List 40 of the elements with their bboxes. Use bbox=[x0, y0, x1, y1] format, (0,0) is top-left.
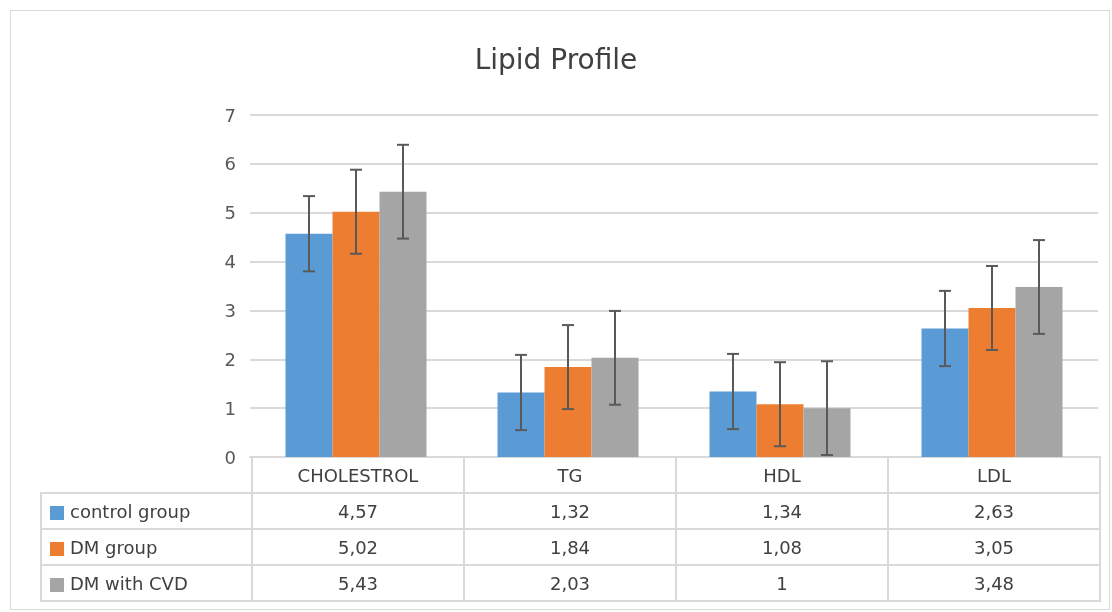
x-tick-label: CHOLESTROL bbox=[252, 457, 464, 493]
data-label: 1,84 bbox=[464, 529, 676, 565]
bar bbox=[591, 357, 639, 457]
bar bbox=[379, 191, 427, 457]
data-label: 5,43 bbox=[252, 565, 464, 601]
x-tick-label: HDL bbox=[676, 457, 888, 493]
bar bbox=[968, 307, 1016, 457]
y-tick-label: 7 bbox=[224, 104, 236, 126]
legend-label: DM with CVD bbox=[70, 572, 188, 594]
bar bbox=[803, 408, 851, 457]
data-label: 3,05 bbox=[888, 529, 1100, 565]
bar bbox=[285, 233, 333, 457]
bar bbox=[497, 392, 545, 457]
data-label: 2,03 bbox=[464, 565, 676, 601]
y-tick-label: 3 bbox=[224, 299, 236, 321]
data-label: 4,57 bbox=[252, 493, 464, 529]
bar bbox=[544, 367, 592, 457]
data-label: 1,34 bbox=[676, 493, 888, 529]
data-label: 1 bbox=[676, 565, 888, 601]
x-tick-label: LDL bbox=[888, 457, 1100, 493]
bar bbox=[756, 404, 804, 457]
data-label: 3,48 bbox=[888, 565, 1100, 601]
bar bbox=[709, 391, 757, 457]
bar bbox=[1015, 286, 1063, 457]
data-label: 1,32 bbox=[464, 493, 676, 529]
data-label: 1,08 bbox=[676, 529, 888, 565]
data-label: 2,63 bbox=[888, 493, 1100, 529]
y-tick-label: 6 bbox=[224, 153, 236, 175]
legend-label: DM group bbox=[70, 536, 158, 558]
y-tick-label: 2 bbox=[224, 348, 236, 370]
bar bbox=[332, 211, 380, 457]
data-label: 5,02 bbox=[252, 529, 464, 565]
y-tick-label: 0 bbox=[224, 446, 236, 468]
y-tick-label: 1 bbox=[224, 397, 236, 419]
y-tick-label: 5 bbox=[224, 202, 236, 224]
x-tick-label: TG bbox=[464, 457, 676, 493]
bar bbox=[921, 328, 969, 457]
chart-title: Lipid Profile bbox=[474, 42, 638, 76]
y-tick-label: 4 bbox=[224, 251, 236, 273]
legend-label: control group bbox=[70, 500, 191, 522]
